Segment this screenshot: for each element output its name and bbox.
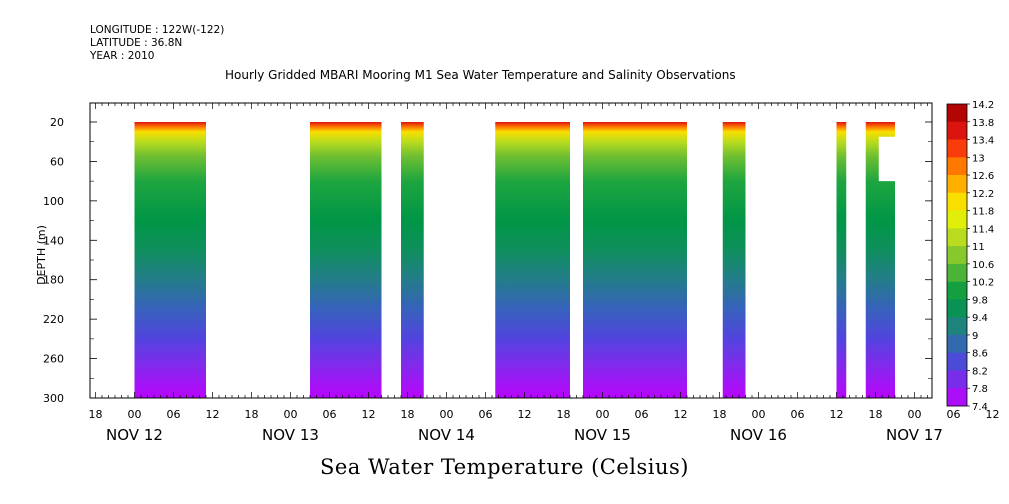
- x-day-label: NOV 15: [574, 426, 631, 444]
- colorbar-cell: [947, 139, 967, 158]
- colorbar-label: 13.4: [972, 136, 994, 147]
- colorbar-label: 11: [972, 242, 985, 253]
- x-hour-tick-label: 18: [557, 408, 571, 421]
- data-block-1: [310, 122, 382, 398]
- x-hour-tick-label: 00: [440, 408, 454, 421]
- colorbar-cell: [947, 175, 967, 194]
- data-block-3: [495, 122, 570, 398]
- x-hour-tick-label: 18: [401, 408, 415, 421]
- x-hour-tick-label: 12: [362, 408, 376, 421]
- x-hour-tick-label: 18: [869, 408, 883, 421]
- chart-title: Hourly Gridded MBARI Mooring M1 Sea Wate…: [225, 68, 736, 82]
- x-hour-tick-label: 12: [986, 408, 1000, 421]
- colorbar-cell: [947, 299, 967, 318]
- data-blocks: [134, 122, 896, 398]
- colorbar-cell: [947, 334, 967, 354]
- colorbar-label: 7.8: [972, 384, 988, 395]
- colorbar-cell: [947, 157, 967, 176]
- x-day-label: NOV 17: [886, 426, 943, 444]
- colorbar-cell: [947, 246, 967, 265]
- x-hour-tick-label: 12: [518, 408, 532, 421]
- colorbar-cell: [947, 370, 967, 389]
- x-hour-tick-label: 00: [128, 408, 142, 421]
- y-tick-label: 260: [43, 353, 64, 366]
- y-axis-label: DEPTH (m): [35, 225, 48, 285]
- y-tick-label: 300: [43, 392, 64, 405]
- colorbar-label: 12.6: [972, 171, 994, 182]
- colorbar-cell: [947, 388, 967, 407]
- latitude-label: LATITUDE : 36.8N: [90, 37, 183, 49]
- year-label: YEAR : 2010: [90, 50, 155, 62]
- colorbar-cell: [947, 121, 967, 140]
- colorbar: 14.2 13.8 13.4 13 12.6 12.2 11.8 11.4 11 10.6 10.2…: [946, 100, 994, 413]
- x-hour-tick-label: 06: [323, 408, 337, 421]
- colorbar-cell: [947, 210, 967, 229]
- y-tick-label: 220: [43, 313, 64, 326]
- y-tick-label: 100: [43, 195, 64, 208]
- x-hour-tick-label: 18: [89, 408, 103, 421]
- data-block-0: [134, 122, 206, 398]
- x-hour-tick-label: 06: [791, 408, 805, 421]
- x-hour-tick-label: 12: [674, 408, 688, 421]
- x-day-label: NOV 13: [262, 426, 319, 444]
- x-hour-tick-label: 12: [830, 408, 844, 421]
- colorbar-label: 13.8: [972, 118, 994, 129]
- colorbar-label: 8.2: [972, 366, 988, 377]
- colorbar-label: 10.2: [972, 278, 994, 289]
- colorbar-label: 12.2: [972, 189, 994, 200]
- data-block-5: [722, 122, 746, 398]
- x-hour-tick-label: 00: [596, 408, 610, 421]
- chart: 18 00 06 12 18 00 06 12 18 00 06 12 18 00 06 12 18 00 06 12…: [35, 100, 1000, 444]
- x-day-label: NOV 16: [730, 426, 787, 444]
- chart-footer-caption: Sea Water Temperature (Celsius): [319, 455, 689, 479]
- y-tick-label: 180: [43, 274, 64, 287]
- colorbar-cell: [947, 228, 967, 247]
- x-hour-tick-label: 00: [284, 408, 298, 421]
- colorbar-label: 8.6: [972, 349, 988, 360]
- x-hour-tick-label: 12: [206, 408, 220, 421]
- x-day-label: NOV 12: [106, 426, 163, 444]
- plot-frame: [89, 102, 933, 399]
- colorbar-label: 10.6: [972, 260, 994, 271]
- colorbar-cell: [947, 281, 967, 300]
- colorbar-label: 9.4: [972, 313, 988, 324]
- y-tick-label: 20: [50, 116, 64, 129]
- data-gap-7: [878, 136, 896, 182]
- x-hour-tick-label: 06: [635, 408, 649, 421]
- x-hour-tick-label: 00: [908, 408, 922, 421]
- x-hour-tick-label: 18: [713, 408, 727, 421]
- colorbar-cell: [947, 263, 967, 282]
- x-day-label: NOV 14: [418, 426, 475, 444]
- colorbar-label: 9: [972, 331, 978, 342]
- x-hour-tick-label: 06: [479, 408, 493, 421]
- axis-labels: 18 00 06 12 18 00 06 12 18 00 06 12 18 00 06 12 18 00 06 12…: [43, 116, 1000, 444]
- colorbar-cell: [947, 104, 967, 123]
- data-block-6: [836, 122, 847, 398]
- x-hour-tick-label: 18: [245, 408, 259, 421]
- colorbar-cell: [947, 192, 967, 211]
- data-block-4: [583, 122, 687, 398]
- x-hour-tick-label: 06: [167, 408, 181, 421]
- x-hour-tick-label: 00: [752, 408, 766, 421]
- colorbar-label: 14.2: [972, 100, 994, 111]
- colorbar-label: 11.8: [972, 207, 994, 218]
- colorbar-label: 13: [972, 153, 985, 164]
- axis-ticks: [90, 103, 932, 399]
- x-hour-tick-label: 06: [947, 408, 961, 421]
- y-tick-label: 60: [50, 155, 64, 168]
- longitude-label: LONGITUDE : 122W(-122): [90, 24, 225, 36]
- colorbar-cell: [947, 352, 967, 371]
- colorbar-label: 11.4: [972, 224, 994, 235]
- y-tick-label: 140: [43, 234, 64, 247]
- colorbar-label: 9.8: [972, 295, 988, 306]
- colorbar-cell: [947, 317, 967, 336]
- data-block-2: [401, 122, 424, 398]
- colorbar-label: 7.4: [972, 402, 988, 413]
